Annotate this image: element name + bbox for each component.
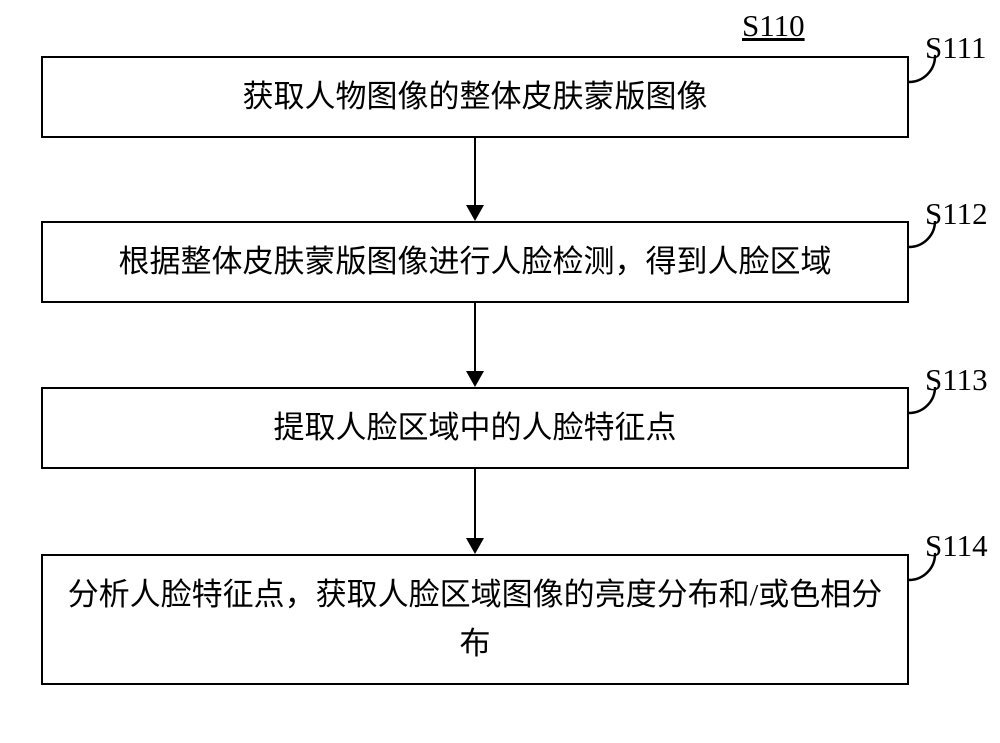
step-box-3: 提取人脸区域中的人脸特征点 — [41, 387, 909, 469]
step-box-1-text: 获取人物图像的整体皮肤蒙版图像 — [243, 73, 708, 121]
step-box-1: 获取人物图像的整体皮肤蒙版图像 — [41, 56, 909, 138]
step-label-4: S114 — [925, 528, 988, 564]
step-box-3-text: 提取人脸区域中的人脸特征点 — [274, 404, 677, 452]
flowchart-canvas: S110 获取人物图像的整体皮肤蒙版图像 根据整体皮肤蒙版图像进行人脸检测，得到… — [0, 0, 1000, 743]
main-step-label: S110 — [742, 8, 805, 44]
step-label-1: S111 — [925, 30, 986, 66]
step-label-3: S113 — [925, 362, 988, 398]
step-box-2-text: 根据整体皮肤蒙版图像进行人脸检测，得到人脸区域 — [119, 238, 832, 286]
step-box-4: 分析人脸特征点，获取人脸区域图像的亮度分布和/或色相分布 — [41, 554, 909, 685]
step-box-2: 根据整体皮肤蒙版图像进行人脸检测，得到人脸区域 — [41, 221, 909, 303]
step-label-2: S112 — [925, 196, 988, 232]
step-box-4-text: 分析人脸特征点，获取人脸区域图像的亮度分布和/或色相分布 — [53, 571, 897, 667]
